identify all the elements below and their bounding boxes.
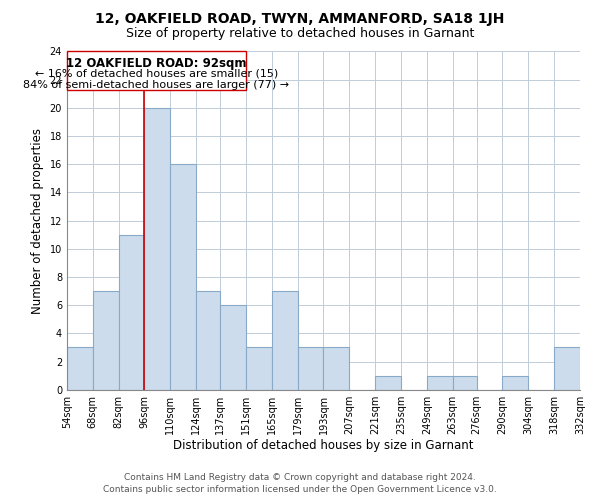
Bar (554, 348, 580, 390)
Text: Size of property relative to detached houses in Garnant: Size of property relative to detached ho… (126, 28, 474, 40)
Bar (272, 291, 298, 390)
Bar (323, 348, 349, 390)
Bar (427, 376, 452, 390)
Text: 84% of semi-detached houses are larger (77) →: 84% of semi-detached houses are larger (… (23, 80, 290, 90)
Bar (246, 348, 272, 390)
Bar (196, 291, 220, 390)
Text: ← 16% of detached houses are smaller (15): ← 16% of detached houses are smaller (15… (35, 68, 278, 78)
Bar (93, 291, 119, 390)
Bar (119, 234, 145, 390)
X-axis label: Distribution of detached houses by size in Garnant: Distribution of detached houses by size … (173, 440, 474, 452)
Text: Contains HM Land Registry data © Crown copyright and database right 2024.
Contai: Contains HM Land Registry data © Crown c… (103, 472, 497, 494)
Bar (67, 52, 246, 90)
Bar (170, 164, 196, 390)
Bar (145, 108, 170, 390)
Bar (452, 376, 476, 390)
Text: 12, OAKFIELD ROAD, TWYN, AMMANFORD, SA18 1JH: 12, OAKFIELD ROAD, TWYN, AMMANFORD, SA18… (95, 12, 505, 26)
Bar (67, 348, 93, 390)
Text: 12 OAKFIELD ROAD: 92sqm: 12 OAKFIELD ROAD: 92sqm (66, 57, 247, 70)
Y-axis label: Number of detached properties: Number of detached properties (31, 128, 44, 314)
Bar (502, 376, 529, 390)
Bar (220, 305, 246, 390)
Bar (298, 348, 323, 390)
Bar (375, 376, 401, 390)
